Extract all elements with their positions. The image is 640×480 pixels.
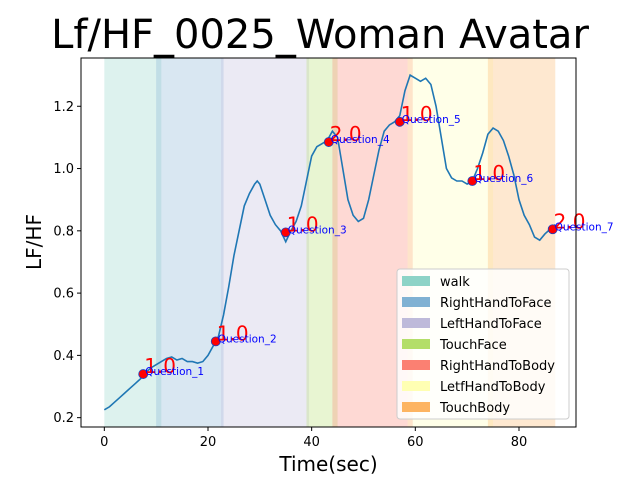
point-value-label-4: 2.0 (330, 122, 362, 146)
legend-swatch-letfhandtobody (402, 381, 430, 391)
point-value-label-5: 1.0 (401, 102, 433, 126)
region-righthandtoface (156, 58, 224, 427)
legend-swatch-lefthandtoface (402, 318, 430, 328)
point-value-label-1: 1.0 (144, 354, 176, 378)
chart-title: Lf/HF_0025_Woman Avatar (51, 12, 589, 58)
y-axis-label: LF/HF (22, 214, 46, 270)
point-question-label-7: Question_7 (555, 221, 614, 233)
question-point-4 (323, 137, 334, 147)
point-question-label-5: Question_5 (402, 114, 461, 126)
x-axis: 0 20 40 60 80 (100, 427, 527, 450)
question-points: 1.0Question_11.0Question_21.0Question_32… (138, 102, 614, 379)
legend-label-righthandtoface: RightHandToFace (440, 296, 552, 311)
y-axis: 0.2 0.4 0.6 0.8 1.0 1.2 (53, 100, 81, 426)
question-point-1 (138, 369, 149, 379)
legend-label-touchface: TouchFace (439, 338, 507, 353)
point-question-label-4: Question_4 (331, 134, 390, 146)
y-tick-label: 0.4 (53, 349, 74, 364)
question-point-5 (394, 116, 405, 127)
x-tick-label: 0 (100, 435, 108, 450)
lf-hf-line (103, 73, 556, 411)
x-axis-label: Time(sec) (278, 452, 377, 476)
question-point-2 (210, 336, 221, 347)
y-tick-label: 1.0 (53, 162, 74, 177)
activity-regions (104, 58, 556, 427)
legend-label-walk: walk (440, 275, 470, 290)
region-lefthandtoface (220, 58, 310, 427)
legend-box (396, 268, 570, 420)
point-question-label-1: Question_1 (145, 366, 204, 378)
x-tick-label: 80 (511, 435, 528, 450)
legend-swatch-righthandtoface (402, 297, 430, 307)
point-value-label-3: 1.0 (287, 212, 319, 236)
x-tick-label: 20 (200, 435, 217, 450)
legend-label-righthandtobody: RightHandToBody (440, 359, 555, 374)
y-tick-label: 1.2 (53, 100, 74, 115)
point-question-label-2: Question_2 (218, 333, 277, 345)
legend-label-touchbody: TouchBody (439, 401, 510, 416)
y-tick-label: 0.8 (53, 224, 74, 239)
point-value-label-2: 1.0 (217, 321, 249, 345)
legend: walk RightHandToFace LeftHandToFace TouchFa… (396, 268, 570, 420)
point-value-label-7: 2.0 (554, 209, 586, 233)
region-touchface (306, 58, 338, 427)
legend-swatch-walk (402, 276, 430, 286)
legend-label-lefthandtoface: LeftHandToFace (440, 317, 542, 332)
point-value-label-6: 1.0 (473, 161, 505, 185)
x-tick-label: 60 (407, 435, 424, 450)
legend-swatch-righthandtobody (402, 360, 430, 370)
plot-area-frame (80, 57, 577, 428)
region-walk (104, 58, 162, 427)
point-question-label-6: Question_6 (474, 173, 533, 185)
question-point-3 (280, 227, 291, 238)
legend-label-letfhandtobody: LetfHandToBody (440, 380, 546, 395)
question-point-7 (547, 224, 558, 235)
question-point-6 (467, 176, 478, 186)
x-tick-label: 40 (303, 435, 320, 450)
point-question-label-3: Question_3 (288, 224, 347, 236)
legend-swatch-touchface (402, 339, 430, 349)
y-tick-label: 0.2 (53, 411, 74, 426)
legend-swatch-touchbody (402, 402, 430, 412)
y-tick-label: 0.6 (53, 287, 74, 302)
lf-hf-line-layer (103, 73, 556, 411)
